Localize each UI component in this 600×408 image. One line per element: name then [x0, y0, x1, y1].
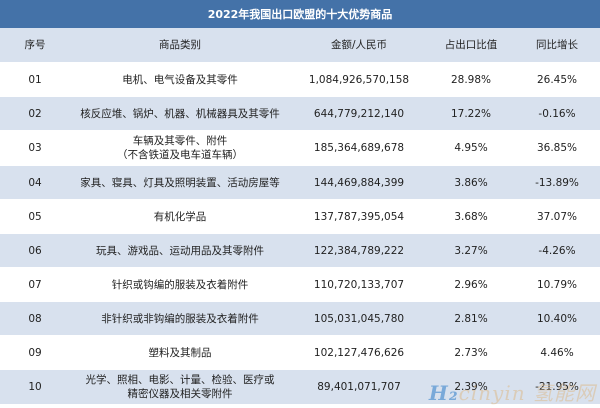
- cell-share: 2.81%: [428, 301, 514, 336]
- cell-no: 05: [0, 199, 70, 234]
- table-body: 01 电机、电气设备及其零件 1,084,926,570,158 28.98% 26.4…: [0, 62, 600, 405]
- cell-no: 07: [0, 267, 70, 302]
- category-line: 电机、电气设备及其零件: [122, 73, 238, 86]
- cell-no: 08: [0, 301, 70, 336]
- category-line: 核反应堆、锅炉、机器、机械器具及其零件: [80, 107, 280, 120]
- cell-category: 塑料及其制品: [70, 335, 290, 370]
- cell-category: 车辆及其零件、附件 （不含铁道及电车道车辆）: [70, 130, 290, 166]
- cell-amount: 644,779,212,140: [290, 96, 428, 131]
- table-row: 04 家具、寝具、灯具及照明装置、活动房屋等 144,469,884,399 3.86…: [0, 165, 600, 200]
- header-growth: 同比增长: [514, 28, 600, 63]
- category-line: 家具、寝具、灯具及照明装置、活动房屋等: [80, 176, 280, 189]
- category-line: 玩具、游戏品、运动用品及其零附件: [96, 244, 264, 257]
- category-line: 有机化学品: [153, 210, 207, 223]
- cell-growth: -13.89%: [514, 165, 600, 200]
- cell-amount: 102,127,476,626: [290, 335, 428, 370]
- cell-amount: 105,031,045,780: [290, 301, 428, 336]
- category-line: 非针织或非钩编的服装及衣着附件: [101, 312, 259, 325]
- table-row: 07 针织或钩编的服装及衣着附件 110,720,133,707 2.96% 10.79…: [0, 267, 600, 302]
- cell-share: 2.73%: [428, 335, 514, 370]
- category-line: （不含铁道及电车道车辆）: [117, 149, 243, 161]
- table-row: 05 有机化学品 137,787,395,054 3.68% 37.07%: [0, 199, 600, 234]
- cell-growth: 26.45%: [514, 62, 600, 97]
- cell-growth: -21.95%: [514, 369, 600, 405]
- cell-category: 电机、电气设备及其零件: [70, 62, 290, 97]
- cell-amount: 144,469,884,399: [290, 165, 428, 200]
- cell-amount: 137,787,395,054: [290, 199, 428, 234]
- cell-category: 非针织或非钩编的服装及衣着附件: [70, 301, 290, 336]
- cell-share: 2.96%: [428, 267, 514, 302]
- cell-share: 3.27%: [428, 233, 514, 268]
- cell-no: 06: [0, 233, 70, 268]
- cell-growth: 10.79%: [514, 267, 600, 302]
- cell-category: 核反应堆、锅炉、机器、机械器具及其零件: [70, 96, 290, 131]
- cell-growth: -0.16%: [514, 96, 600, 131]
- cell-share: 3.86%: [428, 165, 514, 200]
- cell-share: 28.98%: [428, 62, 514, 97]
- cell-growth: 10.40%: [514, 301, 600, 336]
- cell-amount: 89,401,071,707: [290, 369, 428, 405]
- cell-share: 2.39%: [428, 369, 514, 405]
- cell-category: 有机化学品: [70, 199, 290, 234]
- header-share: 占出口比值: [428, 28, 514, 63]
- table-row: 08 非针织或非钩编的服装及衣着附件 105,031,045,780 2.81% 10.…: [0, 301, 600, 336]
- header-amount: 金额/人民币: [290, 28, 428, 63]
- cell-amount: 110,720,133,707: [290, 267, 428, 302]
- cell-no: 02: [0, 96, 70, 131]
- table-row: 09 塑料及其制品 102,127,476,626 2.73% 4.46%: [0, 335, 600, 370]
- cell-share: 17.22%: [428, 96, 514, 131]
- header-row: 序号 商品类别 金额/人民币 占出口比值 同比增长: [0, 28, 600, 63]
- cell-no: 03: [0, 130, 70, 166]
- cell-amount: 1,084,926,570,158: [290, 62, 428, 97]
- header-category: 商品类别: [70, 28, 290, 63]
- cell-amount: 185,364,689,678: [290, 130, 428, 166]
- cell-growth: 36.85%: [514, 130, 600, 166]
- category-line: 光学、照相、电影、计量、检验、医疗或: [85, 374, 275, 386]
- cell-share: 4.95%: [428, 130, 514, 166]
- cell-growth: -4.26%: [514, 233, 600, 268]
- cell-no: 01: [0, 62, 70, 97]
- cell-growth: 4.46%: [514, 335, 600, 370]
- cell-amount: 122,384,789,222: [290, 233, 428, 268]
- table-title: 2022年我国出口欧盟的十大优势商品: [0, 0, 600, 28]
- table-row: 02 核反应堆、锅炉、机器、机械器具及其零件 644,779,212,140 17.2…: [0, 96, 600, 131]
- header-no: 序号: [0, 28, 70, 63]
- cell-growth: 37.07%: [514, 199, 600, 234]
- cell-category: 针织或钩编的服装及衣着附件: [70, 267, 290, 302]
- table-row: 06 玩具、游戏品、运动用品及其零附件 122,384,789,222 3.27% -4…: [0, 233, 600, 268]
- cell-share: 3.68%: [428, 199, 514, 234]
- category-line: 精密仪器及相关零附件: [127, 388, 233, 400]
- table-row: 10 光学、照相、电影、计量、检验、医疗或 精密仪器及相关零附件 89,401,071…: [0, 369, 600, 405]
- cell-no: 04: [0, 165, 70, 200]
- cell-category: 光学、照相、电影、计量、检验、医疗或 精密仪器及相关零附件: [70, 369, 290, 405]
- cell-no: 09: [0, 335, 70, 370]
- cell-category: 玩具、游戏品、运动用品及其零附件: [70, 233, 290, 268]
- export-table: 序号 商品类别 金额/人民币 占出口比值 同比增长 01 电机、电气设备及其零件 1…: [0, 28, 600, 405]
- category-line: 塑料及其制品: [148, 346, 212, 359]
- table-row: 03 车辆及其零件、附件 （不含铁道及电车道车辆） 185,364,689,678 4.…: [0, 130, 600, 166]
- cell-no: 10: [0, 369, 70, 405]
- cell-category: 家具、寝具、灯具及照明装置、活动房屋等: [70, 165, 290, 200]
- category-line: 车辆及其零件、附件: [132, 135, 228, 147]
- table-row: 01 电机、电气设备及其零件 1,084,926,570,158 28.98% 26.4…: [0, 62, 600, 97]
- category-line: 针织或钩编的服装及衣着附件: [111, 278, 249, 291]
